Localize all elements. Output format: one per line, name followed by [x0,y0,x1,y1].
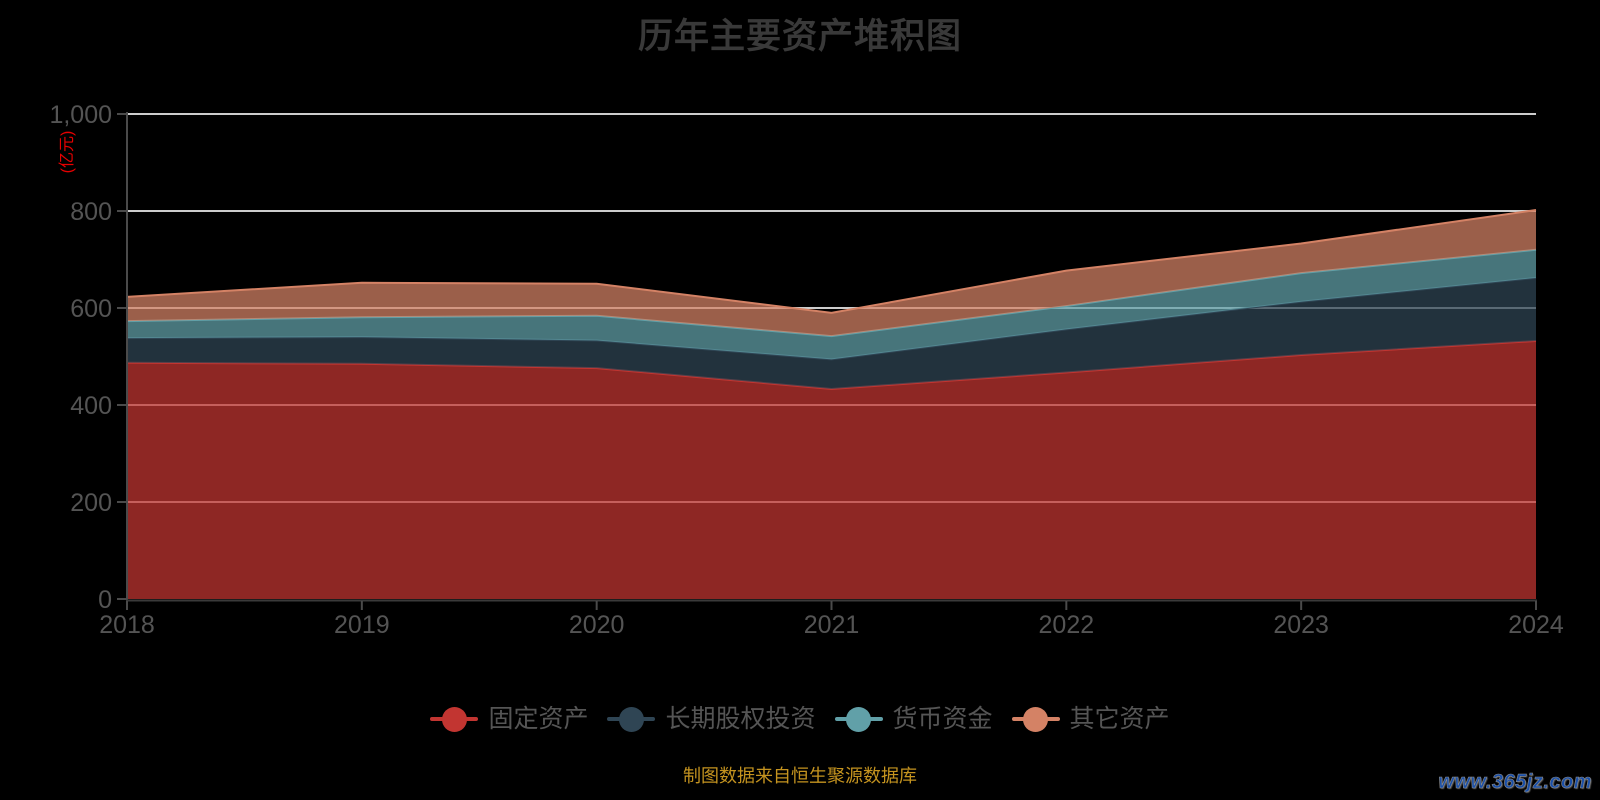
line-circle-marker-icon [607,706,656,732]
svg-text:1,000: 1,000 [49,101,112,129]
legend: 固定资产 长期股权投资 货币资金 其它资产 [0,706,1600,732]
svg-text:800: 800 [70,198,112,226]
svg-text:600: 600 [70,295,112,323]
line-circle-marker-icon [430,706,479,732]
svg-text:2024: 2024 [1508,611,1564,639]
svg-text:0: 0 [98,586,112,614]
svg-text:2020: 2020 [569,611,625,639]
legend-label: 长期股权投资 [665,705,816,733]
legend-label: 货币资金 [892,705,993,733]
watermark: www.365jz.com [1438,771,1592,794]
svg-text:200: 200 [70,489,112,517]
data-source-note: 制图数据来自恒生聚源数据库 [683,766,917,786]
svg-text:2019: 2019 [334,611,390,639]
chart-title: 历年主要资产堆积图 [637,17,962,56]
svg-text:2022: 2022 [1039,611,1095,639]
legend-item-long-term-equity-investment[interactable]: 长期股权投资 [607,705,816,733]
svg-text:2023: 2023 [1273,611,1329,639]
line-circle-marker-icon [1011,706,1060,732]
legend-item-monetary-funds[interactable]: 货币资金 [834,705,993,733]
legend-label: 固定资产 [488,705,589,733]
legend-item-fixed-assets[interactable]: 固定资产 [430,706,588,732]
legend-item-other-assets[interactable]: 其它资产 [1011,705,1170,733]
legend-label: 其它资产 [1069,705,1170,733]
svg-text:400: 400 [70,392,112,420]
svg-text:2018: 2018 [99,611,155,639]
line-circle-marker-icon [834,706,883,732]
stacked-area-chart: 0 200 400 600 800 1,000 2018 2019 2020 2021 2022 20… [49,101,1564,639]
svg-text:2021: 2021 [804,611,860,639]
